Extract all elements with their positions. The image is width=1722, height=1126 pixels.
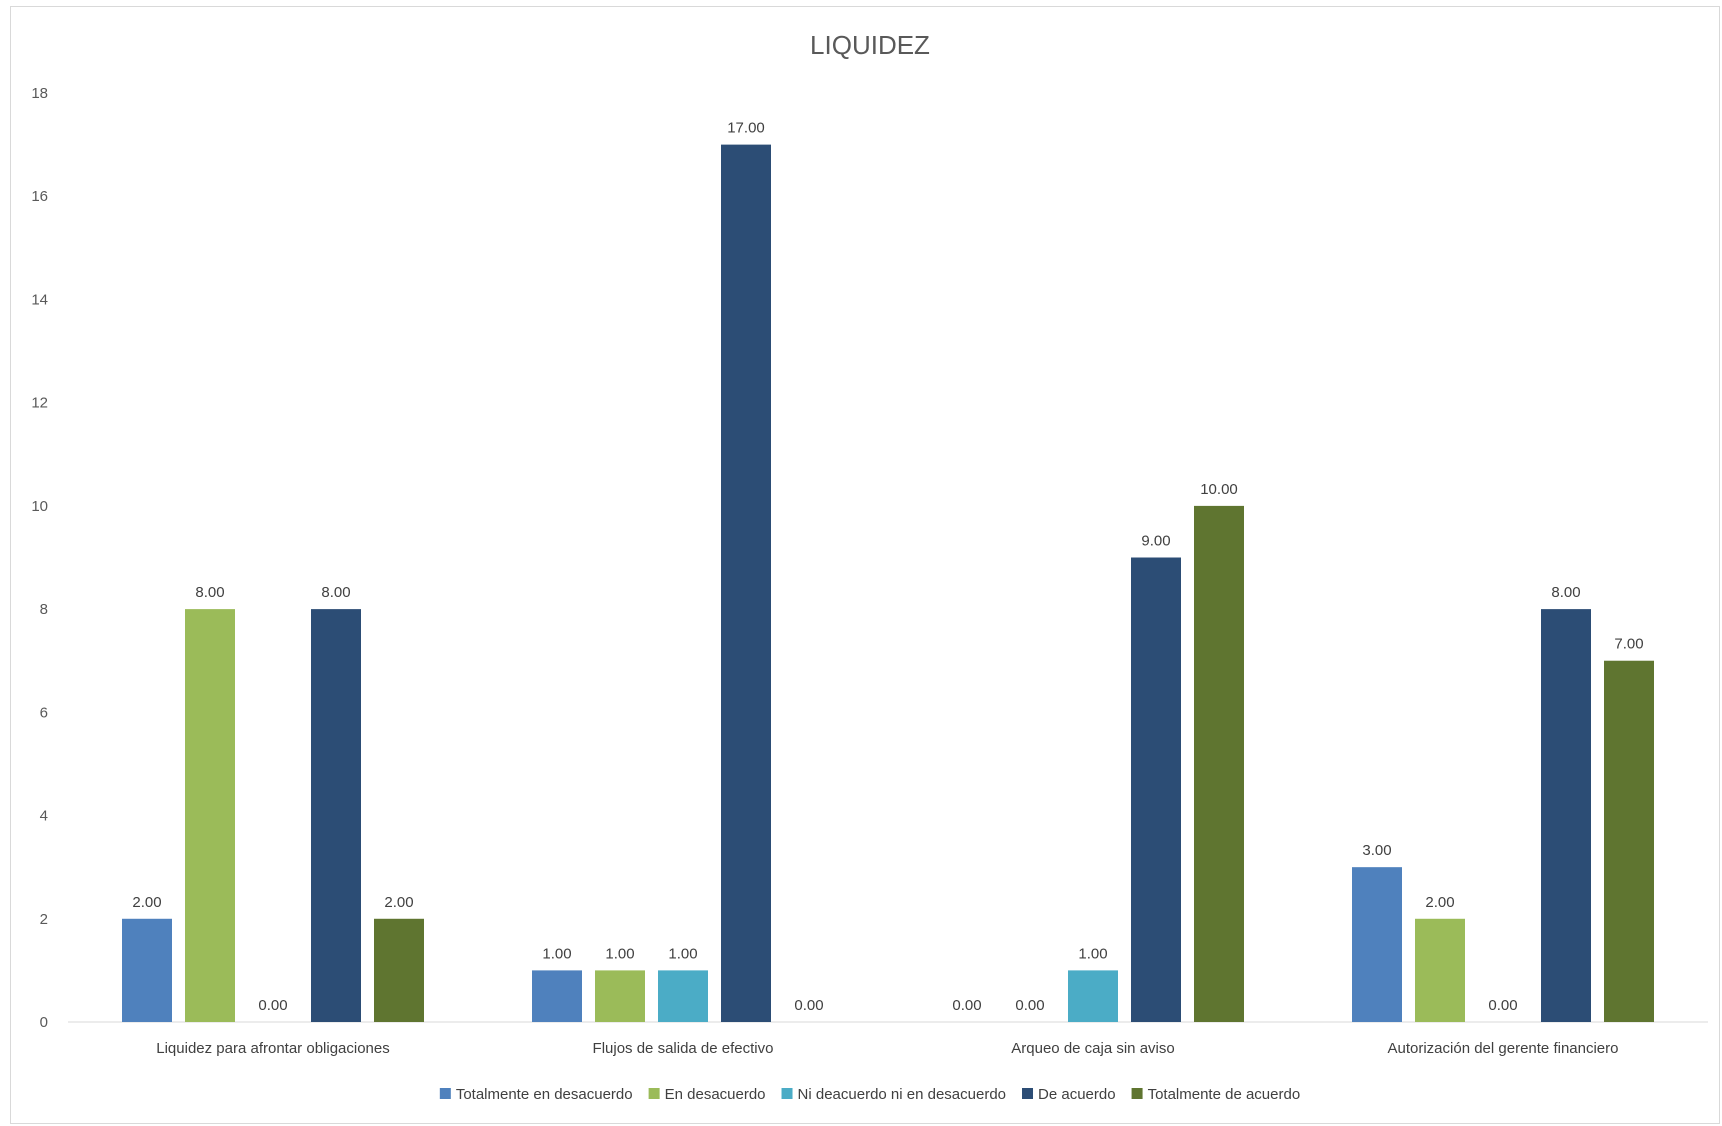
y-tick-label: 18 xyxy=(31,85,48,102)
y-tick-label: 4 xyxy=(40,808,48,825)
x-category-label: Liquidez para afrontar obligaciones xyxy=(156,1040,390,1057)
data-label: 7.00 xyxy=(1614,636,1643,653)
data-labels-group: 2.00 8.00 0.00 8.00 2.00 1.00 1.00 1.00 17.00 0.0… xyxy=(132,120,1643,1014)
x-category-label: Flujos de salida de efectivo xyxy=(593,1040,774,1057)
y-tick-label: 8 xyxy=(40,601,48,618)
x-category-label: Arqueo de caja sin aviso xyxy=(1011,1040,1174,1057)
y-tick-label: 10 xyxy=(31,498,48,515)
bar xyxy=(311,609,361,1022)
y-axis: 0 2 4 6 8 10 12 14 16 18 xyxy=(31,85,48,1031)
legend-swatch xyxy=(439,1088,451,1099)
legend: Totalmente en desacuerdo En desacuerdo Ni … xyxy=(439,1086,1301,1103)
data-label: 0.00 xyxy=(794,997,823,1014)
legend-swatch xyxy=(1131,1088,1143,1099)
data-label: 8.00 xyxy=(321,584,350,601)
bar xyxy=(122,918,172,1022)
legend-item: En desacuerdo xyxy=(648,1086,766,1103)
bar xyxy=(1415,918,1465,1022)
legend-label: De acuerdo xyxy=(1038,1086,1116,1103)
data-label: 1.00 xyxy=(605,945,634,962)
bar xyxy=(185,609,235,1022)
y-tick-label: 0 xyxy=(40,1014,48,1031)
data-label: 17.00 xyxy=(727,120,765,137)
legend-label: Totalmente en desacuerdo xyxy=(456,1086,633,1103)
legend-swatch xyxy=(648,1088,660,1099)
data-label: 9.00 xyxy=(1141,533,1170,550)
legend-item: Totalmente en desacuerdo xyxy=(439,1086,633,1103)
y-tick-label: 6 xyxy=(40,704,48,721)
bar xyxy=(374,918,424,1022)
bar xyxy=(532,970,582,1022)
bar xyxy=(1068,970,1118,1022)
data-label: 1.00 xyxy=(668,945,697,962)
y-tick-label: 14 xyxy=(31,291,48,308)
data-label: 0.00 xyxy=(1488,997,1517,1014)
legend-label: Ni deacuerdo ni en desacuerdo xyxy=(798,1086,1006,1103)
chart-title: LIQUIDEZ xyxy=(810,30,930,60)
bar xyxy=(1131,557,1181,1022)
bar xyxy=(658,970,708,1022)
data-label: 1.00 xyxy=(542,945,571,962)
bar xyxy=(721,144,771,1023)
data-label: 2.00 xyxy=(1425,894,1454,911)
data-label: 8.00 xyxy=(195,584,224,601)
x-category-label: Autorización del gerente financiero xyxy=(1388,1040,1619,1057)
bar xyxy=(1604,660,1654,1022)
bar xyxy=(595,970,645,1022)
data-label: 8.00 xyxy=(1551,584,1580,601)
legend-swatch xyxy=(781,1088,793,1099)
bar xyxy=(1541,609,1591,1022)
bars-group xyxy=(122,144,1654,1023)
data-label: 2.00 xyxy=(132,894,161,911)
legend-item: Ni deacuerdo ni en desacuerdo xyxy=(781,1086,1006,1103)
y-tick-label: 12 xyxy=(31,395,48,412)
bar xyxy=(1194,505,1244,1022)
legend-label: Totalmente de acuerdo xyxy=(1148,1086,1301,1103)
legend-swatch xyxy=(1022,1088,1034,1099)
legend-label: En desacuerdo xyxy=(665,1086,766,1103)
y-tick-label: 16 xyxy=(31,188,48,205)
bar xyxy=(1352,867,1402,1022)
x-axis-categories: Liquidez para afrontar obligaciones Flujo… xyxy=(156,1040,1618,1057)
y-tick-label: 2 xyxy=(40,911,48,928)
data-label: 3.00 xyxy=(1362,842,1391,859)
data-label: 10.00 xyxy=(1200,481,1238,498)
data-label: 2.00 xyxy=(384,894,413,911)
legend-item: De acuerdo xyxy=(1022,1086,1116,1103)
data-label: 0.00 xyxy=(258,997,287,1014)
data-label: 0.00 xyxy=(1015,997,1044,1014)
legend-item: Totalmente de acuerdo xyxy=(1131,1086,1301,1103)
data-label: 1.00 xyxy=(1078,945,1107,962)
data-label: 0.00 xyxy=(952,997,981,1014)
